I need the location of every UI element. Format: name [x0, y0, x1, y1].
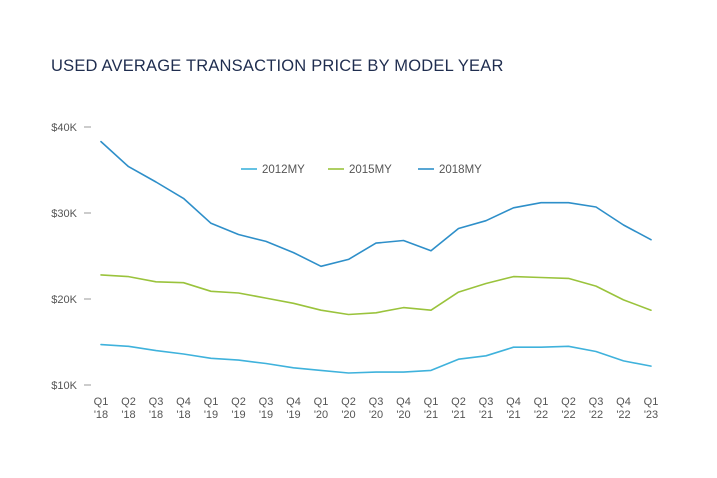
x-tick-label-year: '22	[589, 409, 603, 421]
series-line-2012MY	[100, 343, 652, 374]
chart-title: USED AVERAGE TRANSACTION PRICE BY MODEL …	[51, 57, 504, 75]
x-tick-label-year: '21	[424, 409, 438, 421]
series-line-2015MY	[100, 274, 652, 316]
x-tick-label-year: '18	[149, 409, 163, 421]
x-tick-label-year: '22	[616, 409, 630, 421]
x-tick-label: Q4	[616, 396, 631, 408]
x-tick-label: Q4	[176, 396, 191, 408]
x-axis: Q1'18Q2'18Q3'18Q4'18Q1'19Q2'19Q3'19Q4'19…	[94, 396, 659, 421]
x-tick-label: Q1	[644, 396, 659, 408]
x-tick-label: Q1	[424, 396, 439, 408]
x-tick-label: Q4	[396, 396, 411, 408]
x-tick-label-year: '20	[314, 409, 328, 421]
x-tick-label: Q4	[506, 396, 521, 408]
x-tick-label: Q1	[94, 396, 109, 408]
y-tick-label: $10K	[51, 380, 77, 392]
y-tick-label: $20K	[51, 294, 77, 306]
x-tick-label-year: '22	[561, 409, 575, 421]
x-tick-label-year: '20	[396, 409, 410, 421]
x-tick-label-year: '21	[479, 409, 493, 421]
x-tick-label: Q1	[204, 396, 219, 408]
legend: 2012MY 2015MY 2018MY	[241, 164, 482, 176]
x-tick-label: Q3	[479, 396, 494, 408]
x-tick-label-year: '18	[94, 409, 108, 421]
x-tick-label-year: '18	[121, 409, 135, 421]
x-tick-label: Q1	[314, 396, 329, 408]
x-tick-label-year: '23	[644, 409, 658, 421]
x-tick-label: Q2	[121, 396, 136, 408]
x-tick-label-year: '21	[506, 409, 520, 421]
x-tick-label: Q3	[369, 396, 384, 408]
series-lines	[100, 140, 652, 374]
y-axis: $10K $20K $30K $40K	[51, 122, 91, 392]
x-tick-label: Q3	[149, 396, 164, 408]
legend-label: 2012MY	[262, 164, 305, 176]
x-tick-label-year: '19	[231, 409, 245, 421]
x-tick-label: Q3	[589, 396, 604, 408]
x-tick-label: Q2	[561, 396, 576, 408]
x-tick-label: Q2	[231, 396, 246, 408]
legend-label: 2015MY	[349, 164, 392, 176]
x-tick-label-year: '19	[286, 409, 300, 421]
x-tick-label: Q4	[286, 396, 301, 408]
y-tick-label: $40K	[51, 122, 77, 134]
x-tick-label-year: '19	[204, 409, 218, 421]
x-tick-label-year: '20	[369, 409, 383, 421]
series-line-2018MY	[100, 140, 652, 268]
y-tick-label: $30K	[51, 208, 77, 220]
legend-label: 2018MY	[439, 164, 482, 176]
x-tick-label: Q3	[259, 396, 274, 408]
x-tick-label-year: '20	[341, 409, 355, 421]
x-tick-label-year: '19	[259, 409, 273, 421]
x-tick-label: Q2	[341, 396, 356, 408]
x-tick-label-year: '21	[451, 409, 465, 421]
x-tick-label: Q2	[451, 396, 466, 408]
x-tick-label-year: '22	[534, 409, 548, 421]
x-tick-label-year: '18	[176, 409, 190, 421]
x-tick-label: Q1	[534, 396, 549, 408]
